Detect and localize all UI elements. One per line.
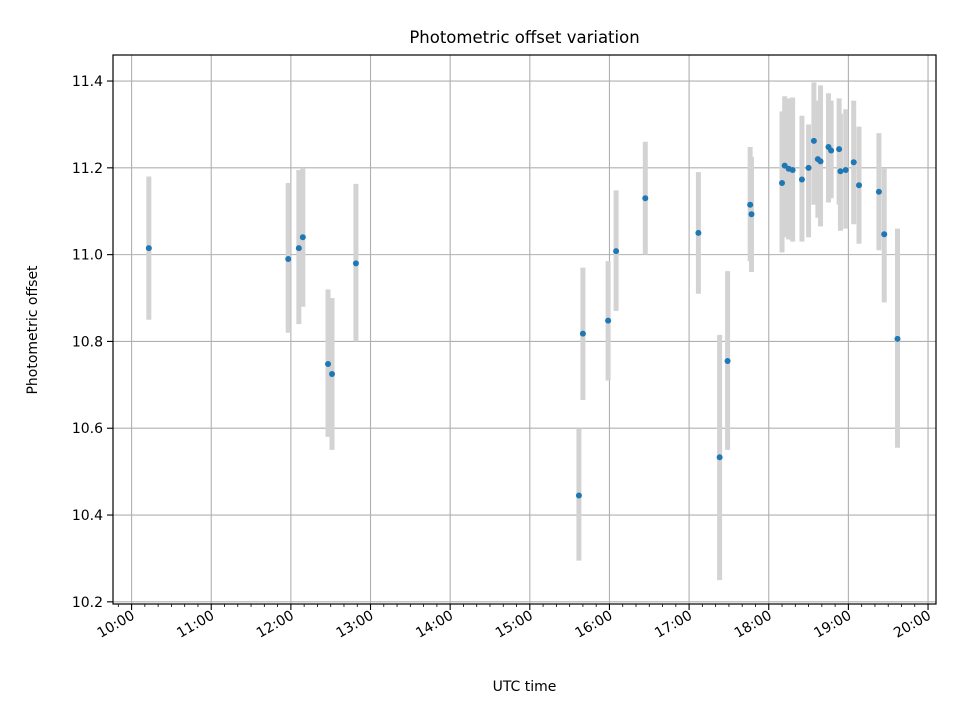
y-tick-label: 10.2 bbox=[72, 595, 103, 611]
y-axis-label: Photometric offset bbox=[25, 265, 41, 395]
data-point bbox=[798, 176, 805, 183]
data-point bbox=[836, 146, 843, 153]
data-point bbox=[837, 168, 844, 175]
data-point bbox=[817, 158, 824, 165]
y-axis: 10.2 10.4 10.6 10.8 11.0 11.2 11.4 bbox=[72, 74, 113, 611]
data-point bbox=[325, 361, 332, 368]
data-point bbox=[716, 454, 723, 461]
data-point bbox=[579, 330, 586, 337]
y-tick-label: 10.6 bbox=[72, 421, 103, 437]
data-point bbox=[894, 335, 901, 342]
data-point bbox=[748, 211, 755, 218]
data-point bbox=[805, 164, 812, 171]
data-point bbox=[828, 147, 835, 154]
data-point bbox=[642, 195, 649, 202]
grid bbox=[113, 55, 936, 604]
data-point bbox=[724, 357, 731, 364]
data-point bbox=[747, 201, 754, 208]
data-point bbox=[789, 167, 796, 174]
data-point bbox=[842, 167, 849, 174]
data-point bbox=[875, 188, 882, 195]
y-tick-label: 11.2 bbox=[72, 161, 103, 177]
y-tick-label: 10.4 bbox=[72, 508, 103, 524]
y-tick-label: 11.4 bbox=[72, 74, 103, 90]
data-point bbox=[285, 255, 292, 262]
data-point bbox=[856, 182, 863, 189]
data-point bbox=[810, 137, 817, 144]
y-tick-label: 10.8 bbox=[72, 334, 103, 350]
data-point bbox=[352, 260, 359, 267]
y-tick-label: 11.0 bbox=[72, 248, 103, 264]
data-point bbox=[881, 231, 888, 238]
data-point bbox=[613, 248, 620, 255]
data-point bbox=[145, 245, 152, 252]
data-points bbox=[145, 137, 901, 499]
data-point bbox=[779, 180, 786, 187]
data-point bbox=[575, 492, 582, 499]
data-point bbox=[605, 317, 612, 324]
x-axis-label: UTC time bbox=[493, 679, 557, 695]
data-point bbox=[295, 245, 302, 252]
data-point bbox=[695, 229, 702, 236]
data-point bbox=[329, 370, 336, 377]
chart-title: Photometric offset variation bbox=[409, 28, 639, 47]
plot-frame bbox=[112, 54, 937, 605]
data-point bbox=[850, 159, 857, 166]
data-point bbox=[299, 234, 306, 241]
